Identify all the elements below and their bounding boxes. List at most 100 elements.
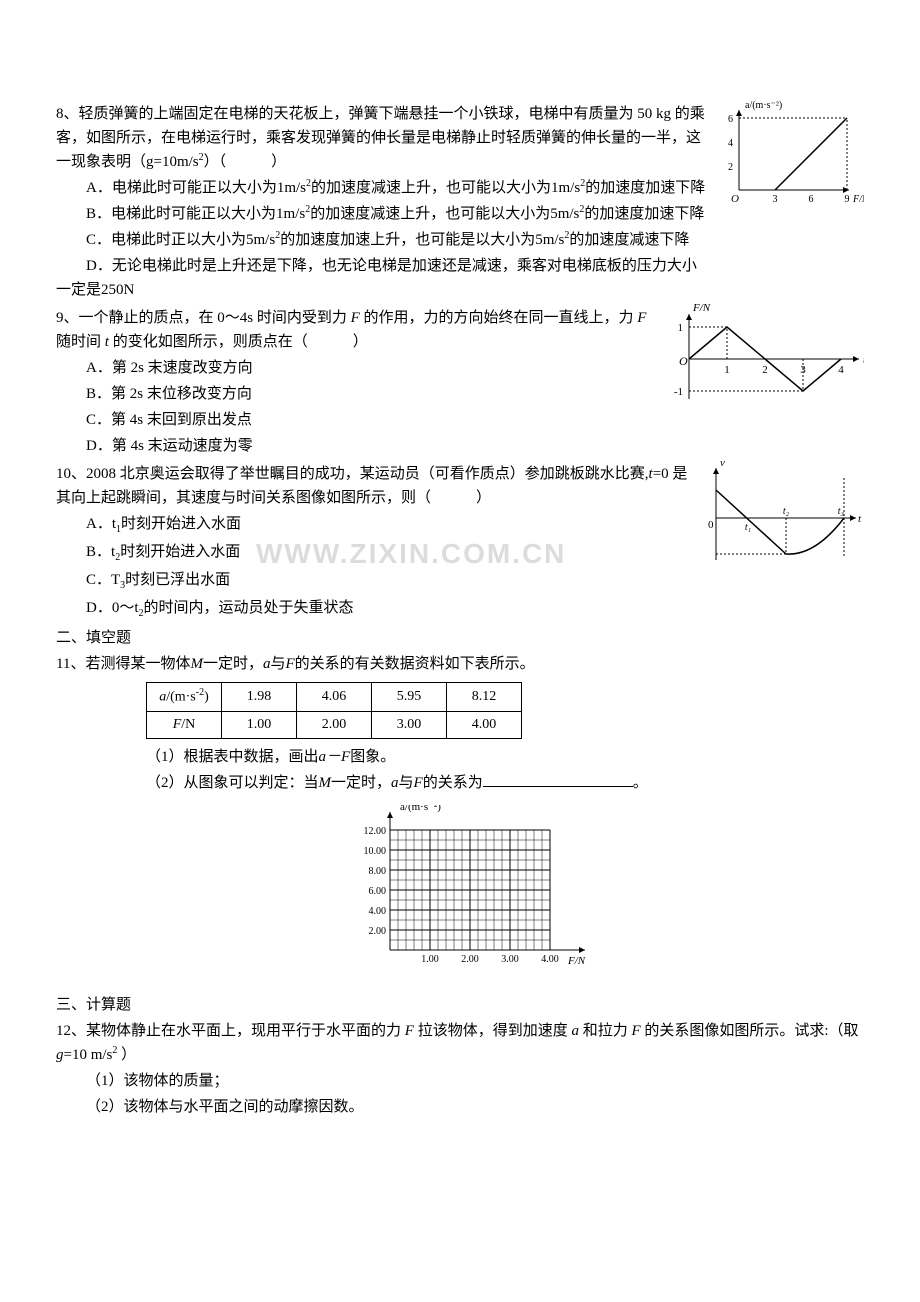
- q8-stem: 8、轻质弹簧的上端固定在电梯的天花板上，弹簧下端悬挂一个小铁球，电梯中有质量为 …: [56, 102, 710, 174]
- q11-stem: 11、若测得某一物体M一定时，a与F的关系的有关数据资料如下表所示。: [56, 652, 864, 676]
- q10-option-c: C．T3时刻已浮出水面: [56, 568, 690, 594]
- svg-text:4: 4: [728, 138, 733, 149]
- svg-text:3: 3: [800, 364, 806, 376]
- q12-s-c: 和拉力: [579, 1023, 632, 1039]
- svg-text:a/(m·s⁻²): a/(m·s⁻²): [400, 805, 441, 813]
- svg-text:4.00: 4.00: [369, 906, 387, 917]
- svg-text:v: v: [720, 460, 725, 469]
- svg-text:0: 0: [708, 519, 714, 531]
- svg-text:6: 6: [728, 114, 733, 125]
- q12-s-a: 12、某物体静止在水平面上，现用平行于水平面的力: [56, 1023, 405, 1039]
- q8-text: 8、轻质弹簧的上端固定在电梯的天花板上，弹簧下端悬挂一个小铁球，电梯中有质量为 …: [56, 100, 710, 304]
- svg-text:3.00: 3.00: [501, 954, 519, 965]
- q12-a: a: [571, 1023, 579, 1039]
- q9-chart: 1-11234OF/Nt/s: [664, 304, 864, 414]
- q10-option-d: D．0～t2的时间内，运动员处于失重状态: [56, 596, 690, 622]
- q10-stem: 10、2008 北京奥运会取得了举世瞩目的成功，某运动员（可看作质点）参加跳板跳…: [56, 462, 690, 510]
- q9-figure: 1-11234OF/Nt/s: [664, 304, 864, 422]
- sup-neg2: -2: [196, 687, 204, 698]
- q11-s-a: 11、若测得某一物体: [56, 656, 190, 672]
- q8-c-1: C．电梯此时正以大小为5m/s: [86, 232, 275, 248]
- table-cell: 1.00: [222, 712, 297, 739]
- q8-a-1: A．电梯此时可能正以大小为1m/s: [86, 180, 306, 196]
- q9-text: 9、一个静止的质点，在 0～4s 时间内受到力 F 的作用，力的方向始终在同一直…: [56, 304, 660, 460]
- svg-text:6: 6: [809, 194, 814, 205]
- q10-option-a: A．t1时刻开始进入水面: [56, 512, 690, 538]
- q11-period: 。: [633, 775, 648, 791]
- q12-s-d: 的关系图像如图所示。试求:（取: [641, 1023, 859, 1039]
- q11-sub2-b: 一定时，: [331, 775, 391, 791]
- q11-sub2: （2）从图象可以判定：当M一定时，a与F的关系为。: [146, 771, 864, 795]
- q11-sub1: （1）根据表中数据，画出a－F图象。: [146, 745, 864, 769]
- q11-a-2: a: [391, 775, 399, 791]
- q11-sub2-a: （2）从图象可以判定：当: [146, 775, 319, 791]
- q9-option-d: D．第 4s 末运动速度为零: [56, 434, 660, 458]
- svg-text:12.00: 12.00: [364, 826, 387, 837]
- q12-g: g: [56, 1047, 64, 1063]
- q8-option-a: A．电梯此时可能正以大小为1m/s2的加速度减速上升，也可能以大小为1m/s2的…: [56, 176, 710, 200]
- q8-figure: 369246Oa/(m·s⁻²)F/N: [714, 100, 864, 218]
- q10-b-2: 时刻开始进入水面: [120, 544, 240, 560]
- table-cell: 1.98: [222, 683, 297, 712]
- q12-s-b: 拉该物体，得到加速度: [414, 1023, 572, 1039]
- q8-b-3: 的加速度加速下降: [584, 206, 704, 222]
- q9-f-var-2: F: [637, 310, 646, 326]
- svg-text:O: O: [679, 354, 688, 368]
- tbl-f-var: F: [173, 717, 182, 732]
- svg-text:-1: -1: [674, 386, 683, 398]
- table-header-f: F/N: [147, 712, 222, 739]
- q11-s-d: 的关系的有关数据资料如下表所示。: [295, 656, 535, 672]
- q11-s-c: 与: [270, 656, 285, 672]
- svg-text:10.00: 10.00: [364, 846, 387, 857]
- q8-chart: 369246Oa/(m·s⁻²)F/N: [714, 100, 864, 210]
- q8-stem-part-b: ）（ ）: [204, 154, 287, 170]
- q11-grid-figure: 1.002.003.004.002.004.006.008.0010.0012.…: [56, 805, 864, 983]
- question-10: 10、2008 北京奥运会取得了举世瞩目的成功，某运动员（可看作质点）参加跳板跳…: [56, 460, 864, 624]
- q10-a-2: 时刻开始进入水面: [121, 516, 241, 532]
- q10-text: 10、2008 北京奥运会取得了举世瞩目的成功，某运动员（可看作质点）参加跳板跳…: [56, 460, 690, 624]
- q10-c-1: C．T: [86, 572, 120, 588]
- q9-stem-c: 随时间: [56, 334, 105, 350]
- question-8: 8、轻质弹簧的上端固定在电梯的天花板上，弹簧下端悬挂一个小铁球，电梯中有质量为 …: [56, 100, 864, 304]
- q11-m: M: [190, 656, 203, 672]
- q10-a-1: A．t: [86, 516, 116, 532]
- blank-answer-line: [483, 786, 633, 787]
- q8-c-3: 的加速度减速下降: [569, 232, 689, 248]
- q9-stem-a: 9、一个静止的质点，在 0～4s 时间内受到力: [56, 310, 351, 326]
- svg-text:t: t: [858, 513, 862, 525]
- svg-text:2.00: 2.00: [369, 926, 387, 937]
- table-cell: 5.95: [372, 683, 447, 712]
- svg-text:2: 2: [762, 364, 768, 376]
- svg-text:1: 1: [678, 322, 684, 334]
- q11-f: F: [285, 656, 294, 672]
- q11-grid-chart: 1.002.003.004.002.004.006.008.0010.0012.…: [330, 805, 590, 975]
- q8-a-2: 的加速度减速上升，也可能以大小为1m/s: [311, 180, 580, 196]
- q11-s-c-2: 与: [399, 775, 414, 791]
- q9-option-c: C．第 4s 末回到原出发点: [56, 408, 660, 432]
- q8-option-c: C．电梯此时正以大小为5m/s2的加速度加速上升，也可能是以大小为5m/s2的加…: [56, 228, 710, 252]
- svg-text:t₁: t₁: [745, 522, 751, 533]
- table-cell: 4.00: [447, 712, 522, 739]
- q10-stem-a: 10、2008 北京奥运会取得了举世瞩目的成功，某运动员（可看作质点）参加跳板跳…: [56, 466, 649, 482]
- table-cell: 2.00: [297, 712, 372, 739]
- svg-text:2: 2: [728, 162, 733, 173]
- svg-text:t₃: t₃: [838, 506, 845, 517]
- svg-text:3: 3: [773, 194, 778, 205]
- q11-af: a－F: [319, 749, 351, 765]
- q8-b-2: 的加速度减速上升，也可能以大小为5m/s: [310, 206, 579, 222]
- q8-c-2: 的加速度加速上升，也可能是以大小为5m/s: [280, 232, 564, 248]
- tbl-a-var: a: [159, 690, 166, 705]
- table-cell: 8.12: [447, 683, 522, 712]
- q9-f-var: F: [351, 310, 360, 326]
- q10-d-1: D．0～t: [86, 600, 139, 616]
- q10-figure: t₁t₂t₃0vt: [694, 460, 864, 578]
- q8-b-1: B．电梯此时可能正以大小为1m/s: [86, 206, 305, 222]
- q9-stem-d: 的变化如图所示，则质点在（ ）: [109, 334, 368, 350]
- q12-s-e: =10 m/s: [64, 1047, 113, 1063]
- q11-m-2: M: [319, 775, 332, 791]
- question-12: 12、某物体静止在水平面上，现用平行于水平面的力 F 拉该物体，得到加速度 a …: [56, 1019, 864, 1119]
- svg-text:4: 4: [838, 364, 844, 376]
- q11-f-2: F: [414, 775, 423, 791]
- q8-a-3: 的加速度加速下降: [585, 180, 705, 196]
- q8-option-d: D．无论电梯此时是上升还是下降，也无论电梯是加速还是减速，乘客对电梯底板的压力大…: [56, 254, 710, 302]
